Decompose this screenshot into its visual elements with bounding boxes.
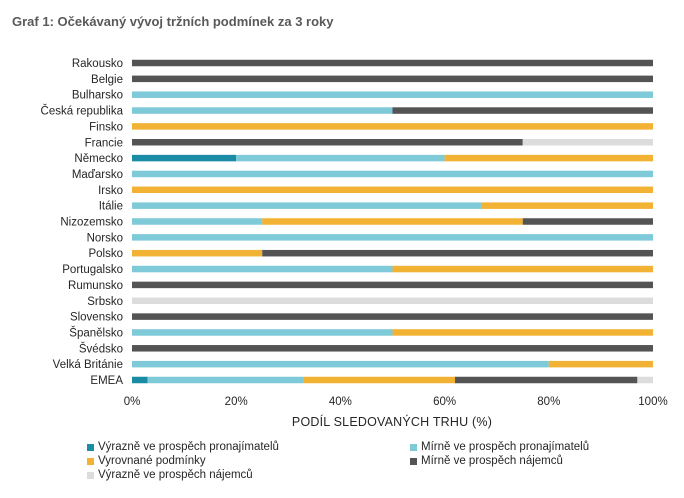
category-label: EMEA xyxy=(90,375,123,387)
category-label: Velká Británie xyxy=(53,359,123,371)
bar-segment xyxy=(132,154,237,162)
category-label: Itálie xyxy=(99,201,123,213)
x-tick-label: 100% xyxy=(638,396,667,408)
bar-segment xyxy=(132,186,653,194)
bar-segment xyxy=(444,154,653,162)
bar-segment xyxy=(132,376,148,384)
category-label: Španělsko xyxy=(69,326,123,339)
bars-layer xyxy=(132,59,653,384)
bar-segment xyxy=(132,360,549,368)
bar-segment xyxy=(303,376,456,384)
bar-segment xyxy=(548,360,653,368)
bar-segment xyxy=(637,376,653,384)
category-label: Francie xyxy=(85,137,123,149)
bar-segment xyxy=(132,234,653,241)
bar-segment xyxy=(147,376,304,384)
bar-segment xyxy=(132,91,653,98)
category-label: Portugalsko xyxy=(62,264,123,276)
category-label: Srbsko xyxy=(87,296,123,308)
bar-segment xyxy=(262,249,653,257)
bar-segment xyxy=(132,123,653,130)
bar-segment xyxy=(392,265,653,273)
category-label: Finsko xyxy=(89,121,123,133)
bar-segment xyxy=(522,139,653,146)
x-axis-title: PODÍL SLEDOVANÝCH TRHU (%) xyxy=(292,414,492,429)
x-tick-labels: 0% 20% 40% 60% 80% 100% xyxy=(124,396,668,408)
x-tick-label: 80% xyxy=(537,396,560,408)
category-label: Švédsko xyxy=(79,342,123,355)
bar-segment xyxy=(522,218,653,225)
x-tick-label: 20% xyxy=(225,396,248,408)
bar-segment xyxy=(132,297,653,304)
bar-segment xyxy=(132,281,653,289)
x-tick-label: 60% xyxy=(433,396,456,408)
category-label: Rakousko xyxy=(72,58,123,70)
bar-segment xyxy=(132,170,653,178)
bar-segment xyxy=(132,313,653,320)
category-label: Slovensko xyxy=(70,312,123,324)
bar-segment xyxy=(132,218,263,225)
category-label: Nizozemsko xyxy=(60,217,123,229)
bar-segment xyxy=(236,154,445,162)
bar-segment xyxy=(132,107,393,114)
bar-segment xyxy=(132,345,653,352)
category-label: Česká republika xyxy=(41,105,124,118)
category-label: Maďarsko xyxy=(72,169,123,181)
bar-segment xyxy=(132,329,393,336)
category-label: Belgie xyxy=(91,74,123,86)
bar-segment xyxy=(262,218,523,225)
x-tick-label: 40% xyxy=(329,396,352,408)
bar-segment xyxy=(455,376,638,384)
category-label: Německo xyxy=(74,153,123,165)
bar-segment xyxy=(132,202,482,209)
bar-segment xyxy=(392,107,653,114)
bar-segment xyxy=(132,59,653,67)
bar-segment xyxy=(132,139,523,146)
x-tick-label: 0% xyxy=(124,396,141,408)
category-label: Polsko xyxy=(88,248,123,260)
category-label: Irsko xyxy=(98,185,123,197)
bar-segment xyxy=(132,249,263,257)
bar-segment xyxy=(132,75,653,83)
bar-segment xyxy=(132,265,393,273)
category-label: Bulharsko xyxy=(72,90,123,102)
category-label: Rumunsko xyxy=(68,280,123,292)
bar-segment xyxy=(481,202,653,209)
bar-segment xyxy=(392,329,653,336)
chart-title: Graf 1: Očekávaný vývoj tržních podmínek… xyxy=(12,14,334,29)
category-label: Norsko xyxy=(87,232,123,244)
category-labels: Rakousko Belgie Bulharsko Česká republika Fi… xyxy=(41,58,124,387)
